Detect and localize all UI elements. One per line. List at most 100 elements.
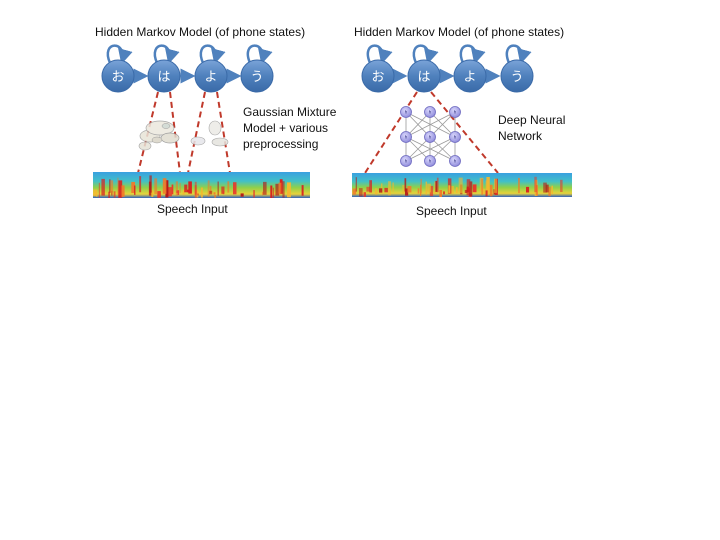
right-state-label-1: お [371,70,384,85]
spectrogram-streak [101,178,105,196]
dnn-unit [400,106,412,118]
spectrogram-streak [176,190,179,193]
spectrogram-streak [240,193,244,197]
spectrogram-streak [179,183,181,193]
dnn-unit [449,131,461,143]
spectrogram-streak [352,188,357,195]
left-state-3 [194,59,228,93]
spectrogram-streak [168,187,172,197]
spectrogram-streak [439,190,442,197]
dnn-graphic: h h h h h h h h h [400,106,461,167]
gmm-cloud [138,120,229,151]
left-state-2 [147,59,181,93]
spectrogram-streak [535,185,538,196]
spectrogram-streak [481,178,483,195]
left-state-label-2: は [157,70,170,85]
spectrogram-streak [177,190,180,195]
spectrogram-streak [526,186,530,193]
spectrogram-streak [98,182,100,198]
spectrogram-streak [188,181,192,194]
spectrogram-streak [518,177,520,194]
spectrogram-streak [171,184,174,195]
spectrogram-streak [148,181,152,196]
right-self-loop-3 [459,44,486,65]
dnn-unit [400,131,412,143]
spectrogram-streak [417,188,420,194]
spectrogram-streak [469,181,473,197]
spectrogram-streak [560,179,563,192]
spectrogram-streak [355,177,357,192]
dnn-unit [400,155,412,167]
left-state-1 [101,59,135,93]
dnn-unit-label: h [454,135,457,140]
spectrogram-streak [121,185,125,197]
spectrogram-streak [489,184,493,197]
spectrogram-streak [184,184,188,193]
spectrogram-streak [402,185,405,194]
left-state-label-4: う [250,70,263,85]
spectrogram-streak [436,177,439,193]
spectrogram-streak [374,188,378,195]
spectrogram-streak [213,192,216,195]
spectrogram-streak [275,183,280,196]
spectrogram-streak [482,188,485,194]
spectrogram-streak [407,186,412,193]
spectrogram-streak [272,187,275,198]
right-self-loop-1 [366,44,393,65]
spectrogram-streak [108,191,110,198]
right-state-label-2: は [417,70,430,85]
spectrogram-streak [485,180,490,196]
gmm-label-line-3: preprocessing [243,137,319,151]
spectrogram-streak [162,178,167,194]
spectrogram-streak [118,180,123,198]
spectrogram-streak [384,187,388,193]
right-hmm-chain: お は よ う [361,44,534,93]
spectrogram-streak [455,187,458,193]
spectrogram-streak [197,193,199,196]
spectrogram-streak [109,179,111,193]
left-hmm-chain: お は よ う [101,44,274,93]
dnn-label: Deep Neural Network [498,112,565,144]
right-state-2 [407,59,441,93]
left-state-label-1: お [111,70,124,85]
spectrogram-streak [359,188,363,197]
dnn-unit [449,155,461,167]
spectrogram-streak [392,182,394,192]
spectrogram-streak [551,185,553,195]
right-state-4 [500,59,534,93]
spectrogram-streak [448,185,451,193]
spectrogram-streak [363,192,366,197]
spectrogram-streak [427,183,431,193]
spectrogram-streak [366,186,370,192]
dnn-connection [405,111,456,138]
spectrogram-streak [187,189,190,193]
left-dashed-line-3 [187,91,206,174]
spectrogram-streak [282,181,285,198]
right-spectrogram [352,173,572,197]
spectrogram-streak [379,188,383,193]
spectrogram-streak [117,177,119,195]
spectrogram-streak [494,178,498,193]
spectrogram-streak [485,190,488,197]
right-speech-input-caption: Speech Input [416,204,487,218]
spectrogram-streak [270,185,273,198]
spectrogram-streak [278,182,282,194]
dnn-unit-label: h [405,110,408,115]
spectrogram-streak [194,181,197,198]
dnn-unit-label: h [454,159,457,164]
right-state-1 [361,59,395,93]
spectrogram-streak [111,190,113,196]
gmm-label-line-1: Gaussian Mixture [243,105,337,119]
spectrogram-streak [543,182,547,193]
spectrogram-streak [221,186,225,194]
spectrogram-streak [263,181,267,195]
spectrogram-streak [464,189,468,193]
left-hmm-title: Hidden Markov Model (of phone states) [95,25,306,39]
spectrogram-streak [443,191,445,195]
dnn-unit-label: h [429,110,432,115]
spectrogram-streak [262,191,263,196]
spectrogram-streak [545,184,549,193]
spectrogram-streak [233,182,237,195]
right-self-loop-2 [412,44,439,65]
spectrogram-streak [227,181,230,193]
